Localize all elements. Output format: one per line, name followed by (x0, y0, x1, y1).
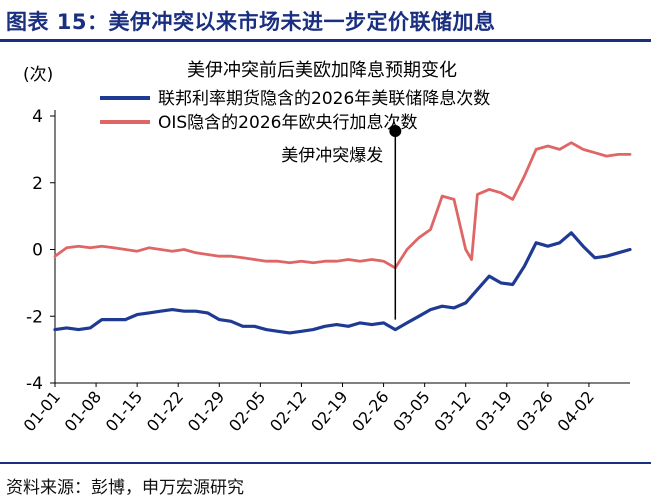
event-annotation: 美伊冲突爆发 (281, 146, 383, 166)
header-rule (0, 39, 651, 42)
y-tick-label: -2 (26, 307, 43, 327)
figure-title: 图表 15：美伊冲突以来市场未进一步定价联储加息 (6, 10, 496, 34)
y-tick-label: 2 (32, 174, 43, 194)
x-tick-label: 04-02 (554, 387, 598, 435)
x-tick-label: 03-19 (471, 387, 515, 435)
y-tick-label: 0 (32, 241, 43, 261)
chart: 美伊冲突前后美欧加降息预期变化 (次) 420-2-401-0101-0801-… (20, 60, 632, 435)
x-tick-label: 03-12 (430, 387, 474, 435)
legend: 联邦利率期货隐含的2026年美联储降息次数 OIS隐含的2026年欧央行加息次数 (100, 89, 490, 133)
x-tick-label: 02-12 (266, 387, 310, 435)
footer-rule (0, 462, 651, 464)
legend-label-1: 联邦利率期货隐含的2026年美联储降息次数 (158, 89, 490, 109)
plot-area: 420-2-401-0101-0801-1501-2201-2902-0502-… (20, 107, 632, 435)
figure-header: 图表 15：美伊冲突以来市场未进一步定价联储加息 (0, 0, 651, 44)
x-tick-label: 03-26 (512, 387, 556, 435)
x-tick-label: 01-08 (61, 387, 105, 435)
y-tick-label: 4 (32, 107, 43, 127)
x-tick-label: 01-29 (184, 387, 228, 435)
x-tick-label: 01-22 (143, 387, 187, 435)
x-tick-label: 02-05 (225, 387, 269, 435)
series-line-2 (53, 141, 632, 270)
source-note: 资料来源：彭博，申万宏源研究 (6, 478, 244, 498)
x-tick-label: 03-05 (389, 387, 433, 435)
series-line-1 (53, 231, 632, 335)
event-marker-dot (389, 125, 402, 138)
x-tick-label: 02-26 (348, 387, 392, 435)
chart-title: 美伊冲突前后美欧加降息预期变化 (187, 60, 457, 81)
x-tick-label: 01-15 (102, 387, 146, 435)
y-tick-label: -4 (26, 374, 43, 394)
y-axis-unit: (次) (23, 65, 53, 85)
legend-label-2: OIS隐含的2026年欧央行加息次数 (158, 113, 417, 133)
x-tick-label: 02-19 (307, 387, 351, 435)
x-tick-label: 01-01 (20, 387, 64, 435)
